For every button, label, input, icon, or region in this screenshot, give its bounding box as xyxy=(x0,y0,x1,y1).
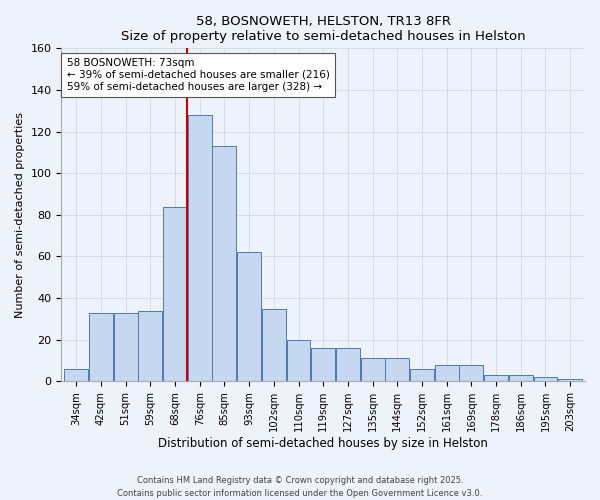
Bar xyxy=(533,377,557,382)
Bar xyxy=(139,310,162,382)
Text: Contains HM Land Registry data © Crown copyright and database right 2025.
Contai: Contains HM Land Registry data © Crown c… xyxy=(118,476,482,498)
Bar xyxy=(287,340,310,382)
Bar xyxy=(385,358,409,382)
Bar xyxy=(262,308,286,382)
Bar xyxy=(311,348,335,382)
Bar xyxy=(64,369,88,382)
Bar xyxy=(361,358,385,382)
Bar xyxy=(509,375,533,382)
Bar xyxy=(237,252,261,382)
Bar xyxy=(435,364,458,382)
Bar xyxy=(163,206,187,382)
X-axis label: Distribution of semi-detached houses by size in Helston: Distribution of semi-detached houses by … xyxy=(158,437,488,450)
Y-axis label: Number of semi-detached properties: Number of semi-detached properties xyxy=(15,112,25,318)
Bar xyxy=(558,380,582,382)
Bar xyxy=(188,115,212,382)
Bar xyxy=(336,348,360,382)
Bar xyxy=(410,369,434,382)
Text: 58 BOSNOWETH: 73sqm
← 39% of semi-detached houses are smaller (216)
59% of semi-: 58 BOSNOWETH: 73sqm ← 39% of semi-detach… xyxy=(67,58,329,92)
Bar xyxy=(89,312,113,382)
Bar xyxy=(212,146,236,382)
Bar xyxy=(484,375,508,382)
Title: 58, BOSNOWETH, HELSTON, TR13 8FR
Size of property relative to semi-detached hous: 58, BOSNOWETH, HELSTON, TR13 8FR Size of… xyxy=(121,15,526,43)
Bar xyxy=(113,312,137,382)
Bar xyxy=(460,364,484,382)
